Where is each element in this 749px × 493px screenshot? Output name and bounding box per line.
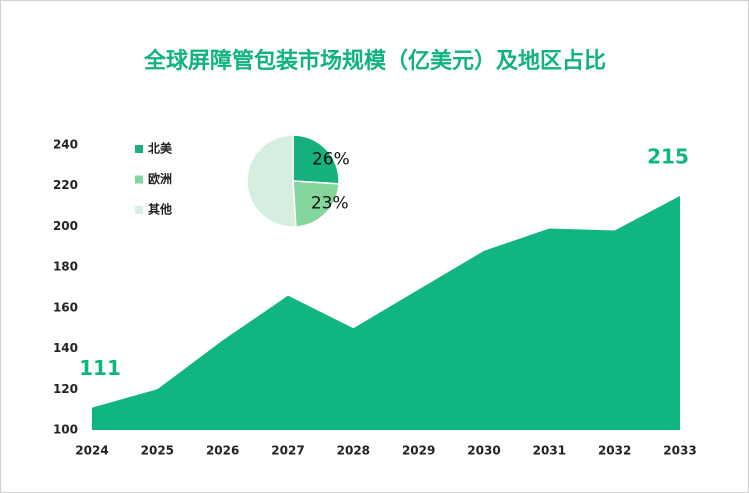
pie-label: 23%: [311, 193, 349, 213]
x-tick-label: 2031: [533, 444, 566, 458]
y-tick-label: 120: [53, 382, 78, 396]
y-tick-label: 180: [53, 260, 78, 274]
y-tick-label: 220: [53, 178, 78, 192]
y-tick-label: 240: [53, 138, 78, 152]
x-tick-label: 2029: [402, 444, 435, 458]
x-tick-label: 2026: [206, 444, 239, 458]
legend-swatch: [135, 175, 143, 184]
legend-label: 北美: [148, 141, 173, 156]
pie-slice: [292, 134, 340, 185]
y-tick-label: 140: [53, 341, 78, 355]
chart-title: 全球屏障管包装市场规模（亿美元）及地区占比: [143, 48, 606, 74]
legend-swatch: [135, 145, 143, 153]
x-tick-label: 2033: [663, 444, 696, 458]
legend-label: 欧洲: [148, 171, 172, 186]
area: [92, 195, 680, 430]
data-label: 215: [647, 144, 689, 168]
pie-slice: [292, 180, 340, 228]
x-tick-label: 2024: [75, 444, 108, 458]
pie-slice: [246, 134, 297, 228]
x-tick-label: 2028: [337, 444, 370, 458]
x-tick-label: 2032: [598, 444, 631, 458]
legend-label: 其他: [148, 202, 172, 217]
legend-swatch: [135, 206, 143, 214]
x-tick-label: 2027: [271, 444, 304, 458]
y-tick-label: 100: [53, 423, 78, 437]
pie-label: 26%: [312, 149, 350, 169]
x-tick-label: 2030: [467, 444, 500, 458]
data-label: 111: [79, 356, 121, 380]
x-tick-label: 2025: [141, 444, 174, 458]
y-tick-label: 160: [53, 300, 78, 314]
y-tick-label: 200: [53, 219, 78, 233]
